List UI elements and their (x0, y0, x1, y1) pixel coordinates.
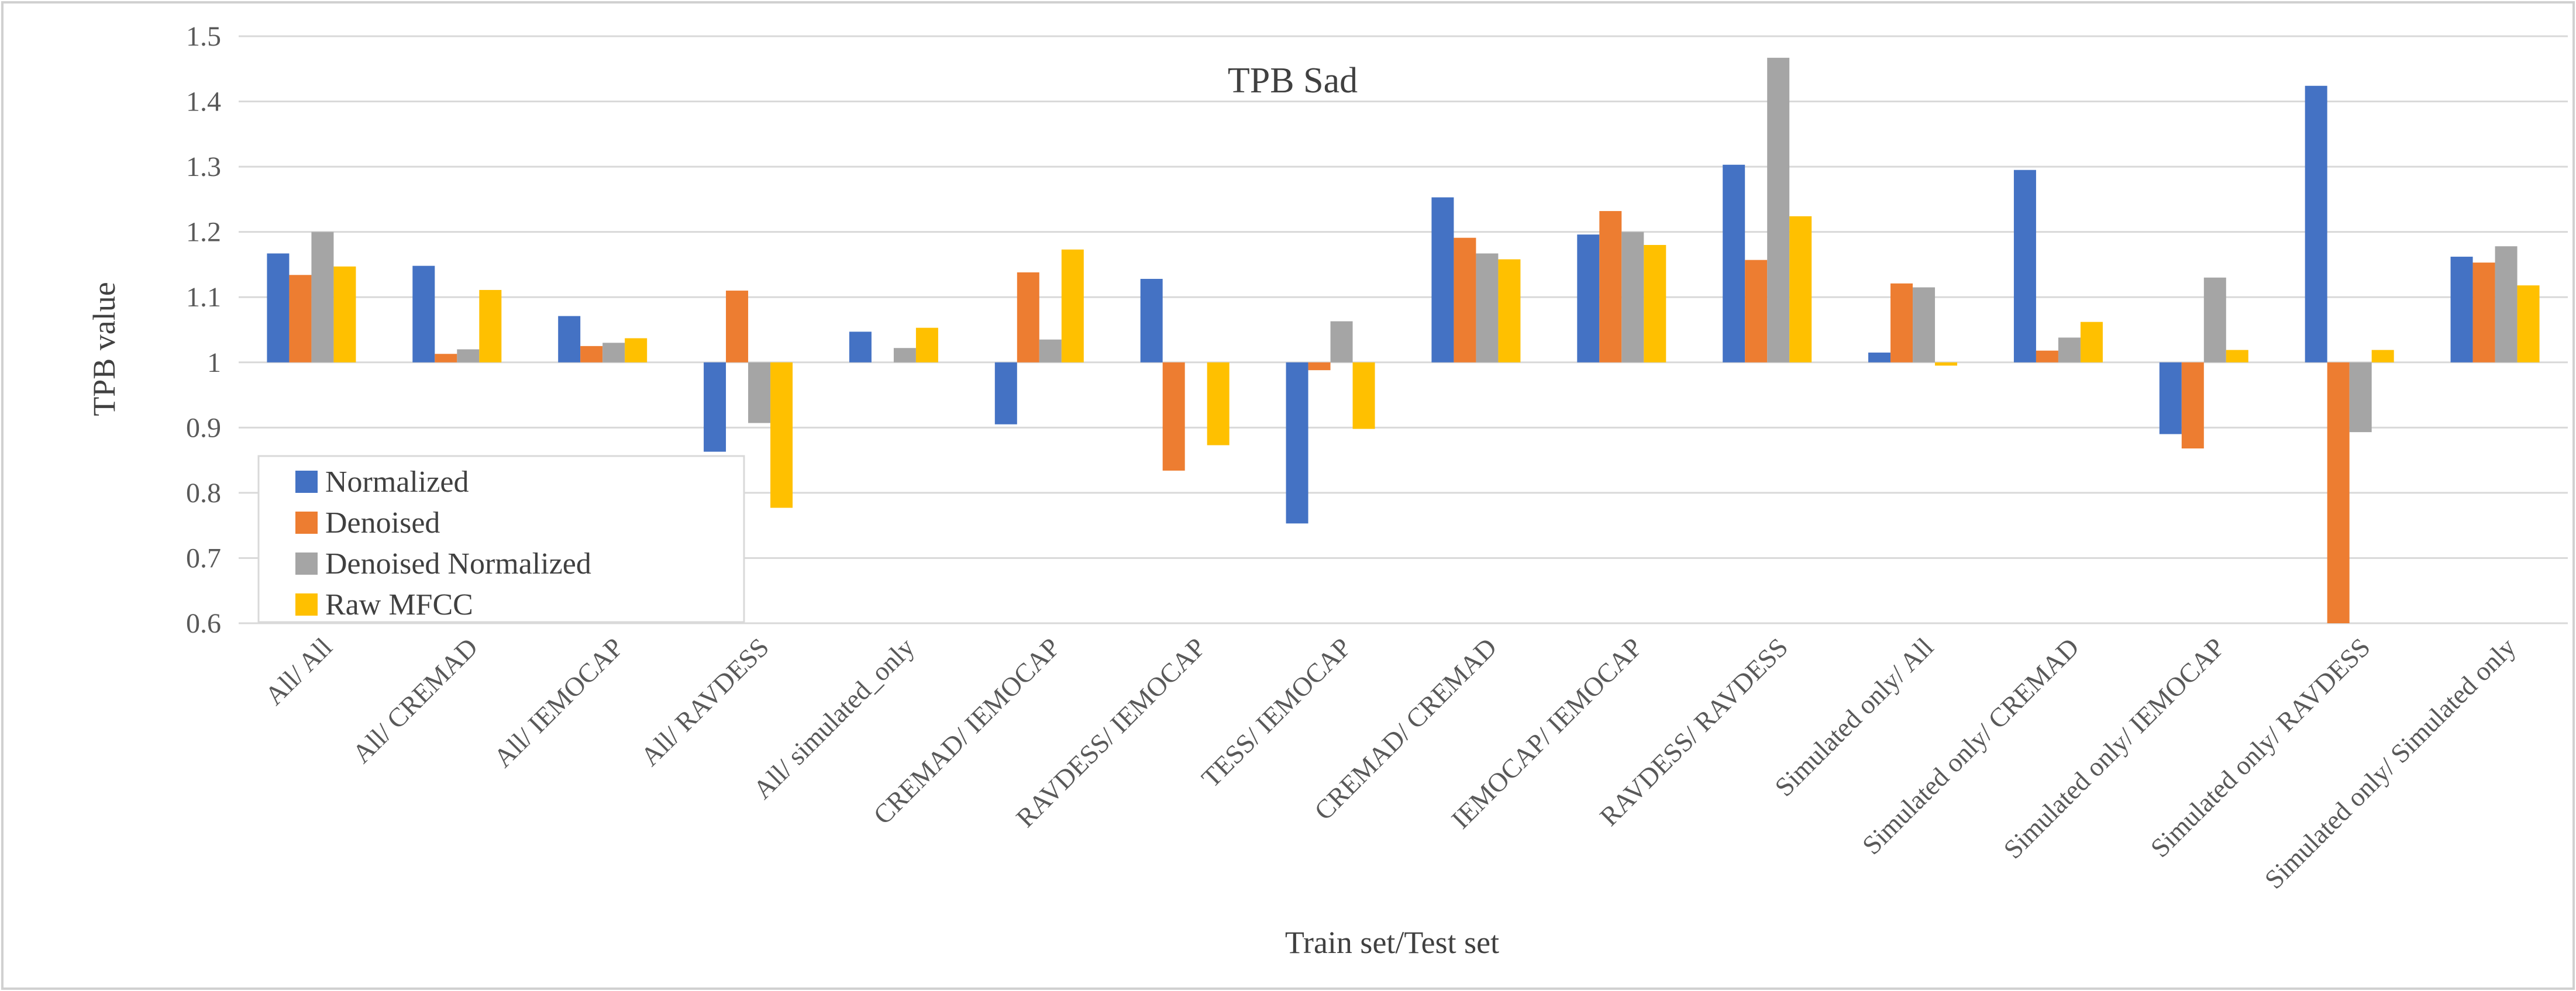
legend: Normalized Denoised Denoised Normalized Raw… (257, 455, 745, 623)
legend-label: Denoised (325, 506, 440, 540)
bar (412, 265, 435, 362)
bar (1454, 237, 1476, 362)
bar (2517, 285, 2540, 362)
legend-label: Raw MFCC (325, 588, 473, 621)
bar (580, 346, 603, 362)
bar (333, 266, 356, 362)
bar (2450, 257, 2473, 362)
bar (1431, 197, 1454, 362)
bar (1868, 353, 1891, 362)
y-tick-label: 1.2 (186, 217, 221, 248)
y-tick-label: 1.3 (186, 151, 221, 182)
bar (994, 362, 1017, 424)
y-tick-label: 1.5 (186, 21, 221, 52)
bar (1039, 339, 1062, 362)
y-axis-ticks: 0.6 0.7 0.8 0.9 1 1.1 1.2 1.3 1.4 1.5 (186, 21, 221, 639)
bar (2371, 350, 2394, 362)
bar (1745, 260, 1768, 362)
bar (893, 348, 916, 362)
bar (1308, 362, 1331, 371)
y-axis-label: TPB value (87, 282, 122, 416)
bar (1935, 362, 1958, 366)
legend-label: Normalized (325, 465, 469, 499)
bar (2013, 170, 2036, 362)
legend-box (257, 455, 745, 623)
bar (2080, 322, 2103, 362)
bar (558, 316, 581, 362)
bar (2305, 85, 2327, 362)
legend-swatch (295, 593, 318, 616)
bar (726, 291, 749, 362)
bar (1599, 210, 1622, 362)
bar (1621, 232, 1644, 362)
chart-title: TPB Sad (1228, 61, 1358, 101)
bar (2327, 362, 2350, 623)
legend-label: Denoised Normalized (325, 547, 591, 581)
bar (2472, 263, 2495, 362)
bars (267, 57, 2540, 623)
y-tick-label: 0.8 (186, 478, 221, 509)
bar (2226, 350, 2248, 362)
bar (1140, 278, 1163, 362)
bar (1767, 57, 1790, 362)
bar (2036, 350, 2058, 362)
legend-swatch (295, 553, 318, 575)
y-tick-label: 0.9 (186, 412, 221, 443)
y-tick-label: 1.1 (186, 282, 221, 313)
bar (1017, 272, 1039, 362)
bar (2159, 362, 2182, 434)
bar (1476, 253, 1499, 362)
bar (2349, 362, 2372, 433)
bar (1498, 259, 1521, 362)
bar (1207, 362, 1230, 446)
legend-swatch (295, 512, 318, 534)
bar (267, 253, 290, 362)
bar (289, 275, 312, 362)
bar (602, 343, 625, 362)
bar (1352, 362, 1375, 429)
bar (457, 349, 480, 362)
bar (1644, 244, 1666, 362)
bar (1577, 234, 1600, 362)
bar (2058, 337, 2081, 362)
bar (1723, 164, 1745, 362)
bar (915, 327, 938, 362)
bar (2495, 246, 2518, 362)
bar (1286, 362, 1308, 524)
bar (1913, 287, 1936, 362)
bar (1162, 362, 1185, 471)
y-tick-label: 0.6 (186, 608, 221, 639)
y-tick-label: 0.7 (186, 543, 221, 574)
bar (625, 338, 648, 362)
bar (748, 362, 771, 423)
bar (770, 362, 793, 508)
bar (849, 332, 872, 362)
bar (2203, 277, 2226, 362)
y-tick-label: 1.4 (186, 87, 221, 118)
bar (1330, 321, 1353, 362)
legend-swatch (295, 471, 318, 493)
x-axis-label: Train set/Test set (1285, 925, 1499, 960)
bar (1789, 216, 1812, 362)
bar (1061, 249, 1084, 362)
bar (2181, 362, 2204, 449)
bar (435, 354, 457, 362)
bar (704, 362, 726, 452)
bar (311, 232, 334, 362)
y-tick-label: 1 (207, 347, 221, 378)
bar (479, 289, 502, 362)
bar (1890, 283, 1913, 362)
